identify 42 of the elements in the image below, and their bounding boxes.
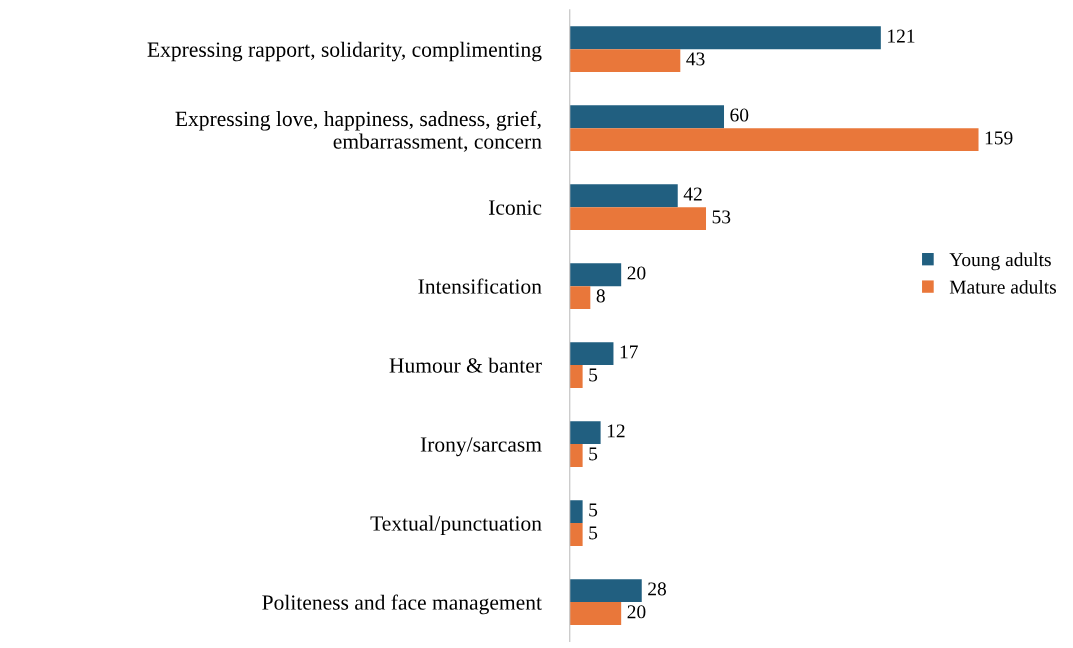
- data-label: 60: [730, 108, 749, 122]
- bar: [569, 128, 979, 152]
- bar: [569, 365, 583, 389]
- bar: [569, 263, 622, 287]
- data-label: 42: [683, 187, 702, 201]
- y-tick-label: Iconic: [488, 200, 542, 215]
- y-tick-label: Politeness and face management: [262, 594, 542, 615]
- data-label: 121: [888, 29, 915, 43]
- data-label: 8: [596, 289, 605, 303]
- y-tick-label: Expressing rapport, solidarity, complimenting: [147, 41, 542, 62]
- data-label: 53: [712, 210, 731, 224]
- data-label: 5: [589, 368, 598, 382]
- bar: [569, 523, 583, 546]
- y-tick-label: Humour & banter: [389, 357, 542, 373]
- bar: [569, 342, 614, 366]
- data-label: 159: [985, 131, 1013, 145]
- bar: [569, 421, 601, 445]
- data-label: 20: [627, 266, 646, 280]
- bar: [569, 105, 725, 129]
- data-label: 5: [589, 447, 598, 461]
- data-label: 20: [627, 605, 646, 619]
- bar: [569, 26, 881, 50]
- legend-label: Young adults: [949, 252, 1051, 271]
- data-label: 17: [620, 345, 638, 359]
- data-label: 5: [589, 503, 598, 517]
- bar: [569, 49, 681, 73]
- bar: [569, 500, 583, 524]
- data-label: 5: [589, 526, 598, 540]
- y-tick-label: Expressing love, happiness, sadness, grief, embarrassment, concern: [175, 110, 542, 152]
- data-label: 12: [607, 424, 625, 438]
- data-label: 28: [648, 582, 666, 596]
- y-tick-label: Intensification: [418, 278, 542, 294]
- bar: [569, 444, 583, 467]
- y-tick-label: Textual/punctuation: [370, 515, 542, 536]
- bar: [569, 286, 591, 310]
- bar: [569, 184, 678, 208]
- bar: [569, 579, 642, 603]
- y-tick-label: Irony/sarcasm: [420, 437, 542, 457]
- data-label: 43: [686, 52, 705, 66]
- bar: [569, 602, 622, 625]
- legend-label: Mature adults: [949, 279, 1057, 294]
- bar: [569, 207, 707, 231]
